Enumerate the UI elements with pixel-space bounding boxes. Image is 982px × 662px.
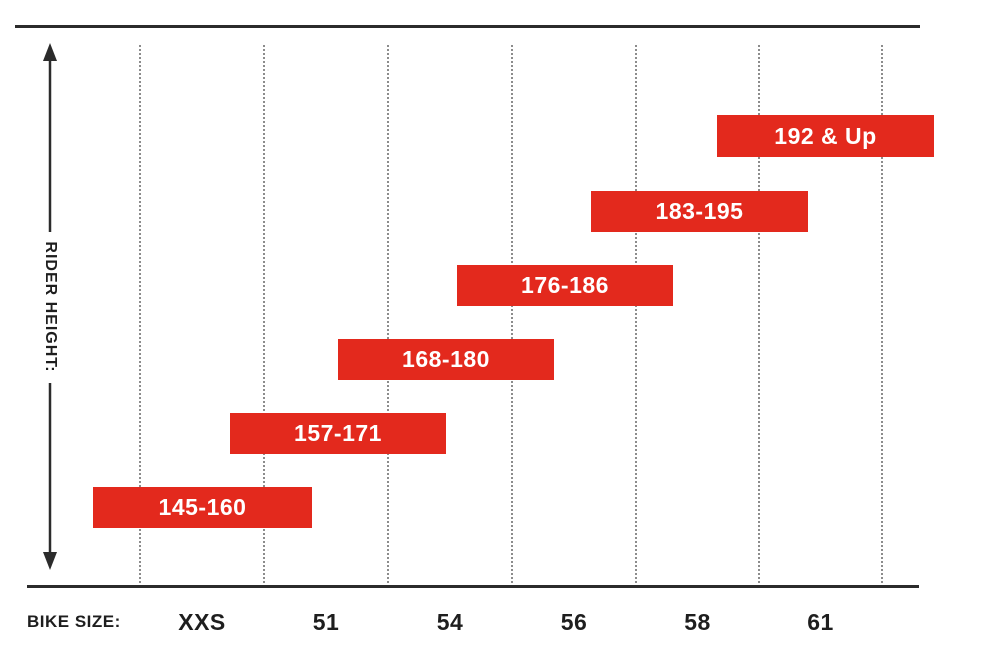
gridline bbox=[387, 45, 389, 583]
bar-label: 183-195 bbox=[655, 198, 744, 224]
gridline bbox=[635, 45, 637, 583]
x-tick-label: 58 bbox=[684, 608, 711, 635]
height-range-bar: 157-171 bbox=[230, 413, 446, 454]
gridline bbox=[263, 45, 265, 583]
x-tick-label: 56 bbox=[560, 608, 588, 635]
bar-label: 157-171 bbox=[294, 420, 382, 446]
arrowhead-up-icon bbox=[43, 43, 57, 61]
top-border-line bbox=[15, 25, 920, 28]
bar-label: 176-186 bbox=[521, 272, 609, 298]
gridline bbox=[139, 45, 141, 583]
height-range-bar: 192 & Up bbox=[717, 115, 934, 157]
bar-label: 168-180 bbox=[402, 346, 490, 372]
x-axis-line bbox=[27, 585, 919, 588]
gridline bbox=[881, 45, 883, 583]
gridline bbox=[511, 45, 513, 583]
x-tick-label: 54 bbox=[436, 608, 464, 635]
height-range-bar: 176-186 bbox=[457, 265, 673, 306]
x-tick-label: XXS bbox=[178, 608, 226, 635]
gridline bbox=[758, 45, 760, 583]
height-range-bar: 145-160 bbox=[93, 487, 312, 528]
rider-height-axis-arrow bbox=[43, 43, 57, 570]
x-axis-title: BIKE SIZE: bbox=[27, 612, 121, 631]
x-tick-label: 51 bbox=[312, 608, 340, 635]
height-range-bar: 168-180 bbox=[338, 339, 554, 380]
height-range-bar: 183-195 bbox=[591, 191, 808, 232]
x-tick-label: 61 bbox=[807, 608, 834, 635]
bar-label: 192 & Up bbox=[774, 122, 877, 149]
y-axis-label: RIDER HEIGHT: bbox=[42, 241, 59, 373]
bar-label: 145-160 bbox=[158, 494, 247, 520]
arrowhead-down-icon bbox=[43, 552, 57, 570]
